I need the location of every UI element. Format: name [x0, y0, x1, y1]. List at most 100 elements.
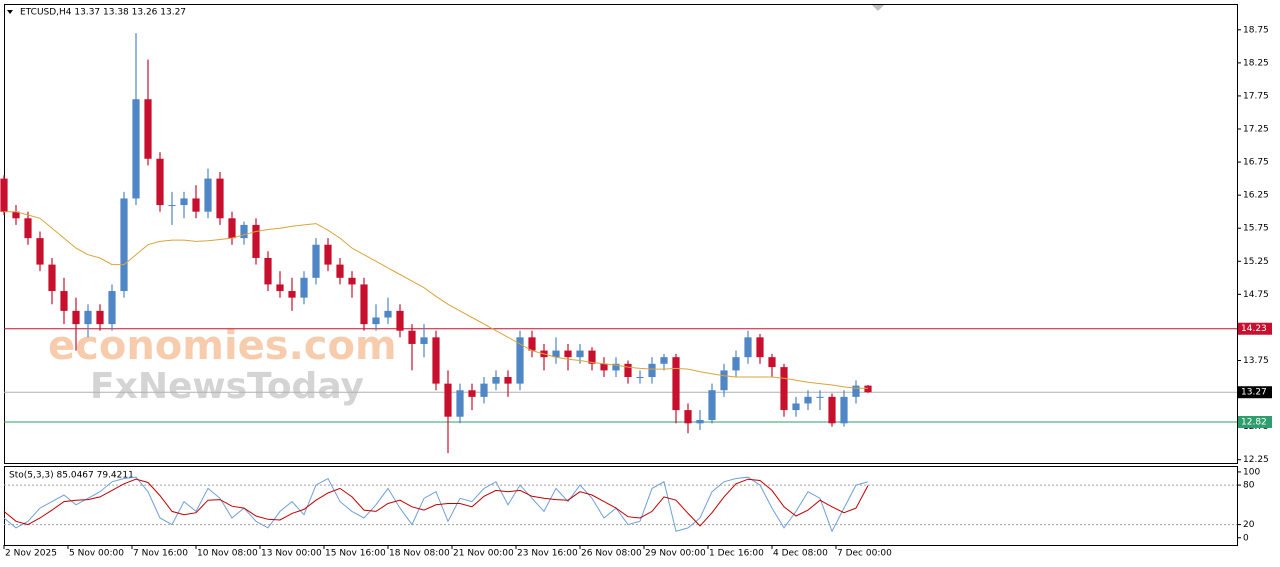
y-tick-label: 20	[1243, 520, 1255, 530]
candle-body	[336, 264, 344, 278]
x-tick-label: 18 Nov 08:00	[389, 549, 450, 559]
y-tick-label: 12.25	[1243, 455, 1269, 465]
candle-body	[672, 357, 680, 411]
y-tick-label: 14.75	[1243, 290, 1269, 300]
candle-body	[108, 291, 116, 325]
candle-body	[804, 396, 812, 404]
candle-body	[780, 367, 788, 411]
candle-body	[156, 158, 164, 206]
x-tick-label: 13 Nov 00:00	[261, 549, 322, 559]
candle-body	[528, 337, 536, 351]
candle-body	[24, 218, 32, 239]
candle-body	[612, 363, 620, 371]
y-tick-label: 18.25	[1243, 58, 1269, 68]
stochastic-line	[3, 476, 869, 533]
x-tick-label: 29 Nov 00:00	[645, 549, 706, 559]
chart-title: ETCUSD,H4 13.37 13.38 13.26 13.27	[20, 8, 186, 18]
candle-body	[696, 420, 704, 424]
x-tick-label: 2 Nov 2025	[5, 549, 57, 559]
candle-body	[96, 310, 104, 325]
candle-body	[768, 357, 776, 368]
candle-body	[264, 257, 272, 285]
candle-body	[732, 357, 740, 371]
candle-body	[168, 205, 176, 207]
candle-body	[840, 396, 848, 424]
level-label: 13.27	[1241, 388, 1267, 398]
y-tick-label: 18.75	[1243, 25, 1269, 35]
candle-body	[648, 363, 656, 378]
candle-body	[828, 396, 836, 424]
stochastic-panel	[4, 466, 1238, 546]
candle-body	[252, 224, 260, 258]
candle-body	[180, 198, 188, 206]
level-label-box	[1238, 386, 1272, 399]
candle-body	[372, 317, 380, 325]
candle-body	[564, 350, 572, 358]
candle-body	[816, 396, 824, 398]
candle-body	[276, 284, 284, 292]
y-tick-label: 15.25	[1243, 257, 1269, 267]
candle-body	[456, 390, 464, 417]
shift-marker	[872, 5, 884, 11]
candle-body	[636, 377, 644, 379]
candle-body	[444, 383, 452, 417]
candle-body	[600, 363, 608, 371]
candle-body	[204, 178, 212, 212]
main-panel	[4, 4, 1238, 464]
x-tick-label: 10 Nov 08:00	[197, 549, 258, 559]
y-tick-label: 17.75	[1243, 91, 1269, 101]
candle-body	[756, 337, 764, 358]
candle-body	[132, 99, 140, 199]
stochastic-line	[3, 478, 869, 527]
y-tick-label: 16.75	[1243, 158, 1269, 168]
candle-body	[120, 198, 128, 292]
indicator-title: Sto(5,3,3) 85.0467 79.4211	[9, 471, 134, 481]
candle-body	[576, 350, 584, 358]
y-tick-label: 15.75	[1243, 224, 1269, 234]
y-tick-label: 13.75	[1243, 356, 1269, 366]
candle-body	[468, 390, 476, 397]
candle-body	[0, 178, 8, 212]
candle-body	[492, 377, 500, 384]
watermark: economies.com	[48, 323, 397, 369]
candle-body	[384, 310, 392, 318]
candle-body	[396, 310, 404, 331]
candle-body	[300, 277, 308, 298]
candle-body	[348, 277, 356, 285]
candle-body	[588, 350, 596, 364]
candle-body	[660, 357, 668, 364]
candle-body	[36, 238, 44, 265]
candle-body	[360, 284, 368, 325]
candle-body	[408, 330, 416, 344]
x-tick-label: 7 Dec 00:00	[837, 549, 892, 559]
candle-body	[684, 410, 692, 424]
x-tick-label: 5 Nov 00:00	[69, 549, 124, 559]
level-label: 14.23	[1241, 324, 1267, 334]
x-tick-label: 21 Nov 00:00	[453, 549, 514, 559]
candle-body	[60, 291, 68, 311]
x-tick-label: 23 Nov 16:00	[517, 549, 578, 559]
candle-body	[324, 244, 332, 265]
candle-body	[864, 385, 872, 393]
candle-body	[720, 370, 728, 391]
y-tick-label: 17.25	[1243, 125, 1269, 135]
symbol-arrow	[7, 10, 13, 14]
y-tick-label: 100	[1243, 467, 1260, 477]
candle-body	[624, 363, 632, 378]
candle-body	[432, 337, 440, 384]
candle-body	[744, 337, 752, 358]
candle-body	[480, 383, 488, 397]
candle-body	[312, 244, 320, 278]
candle-body	[852, 385, 860, 397]
candle-body	[84, 310, 92, 325]
candle-body	[420, 337, 428, 344]
moving-average	[4, 211, 868, 389]
candle-body	[48, 264, 56, 292]
x-tick-label: 4 Dec 08:00	[773, 549, 828, 559]
x-tick-label: 7 Nov 16:00	[133, 549, 188, 559]
candle-body	[288, 291, 296, 298]
candle-body	[708, 390, 716, 421]
y-tick-label: 0	[1243, 533, 1249, 543]
